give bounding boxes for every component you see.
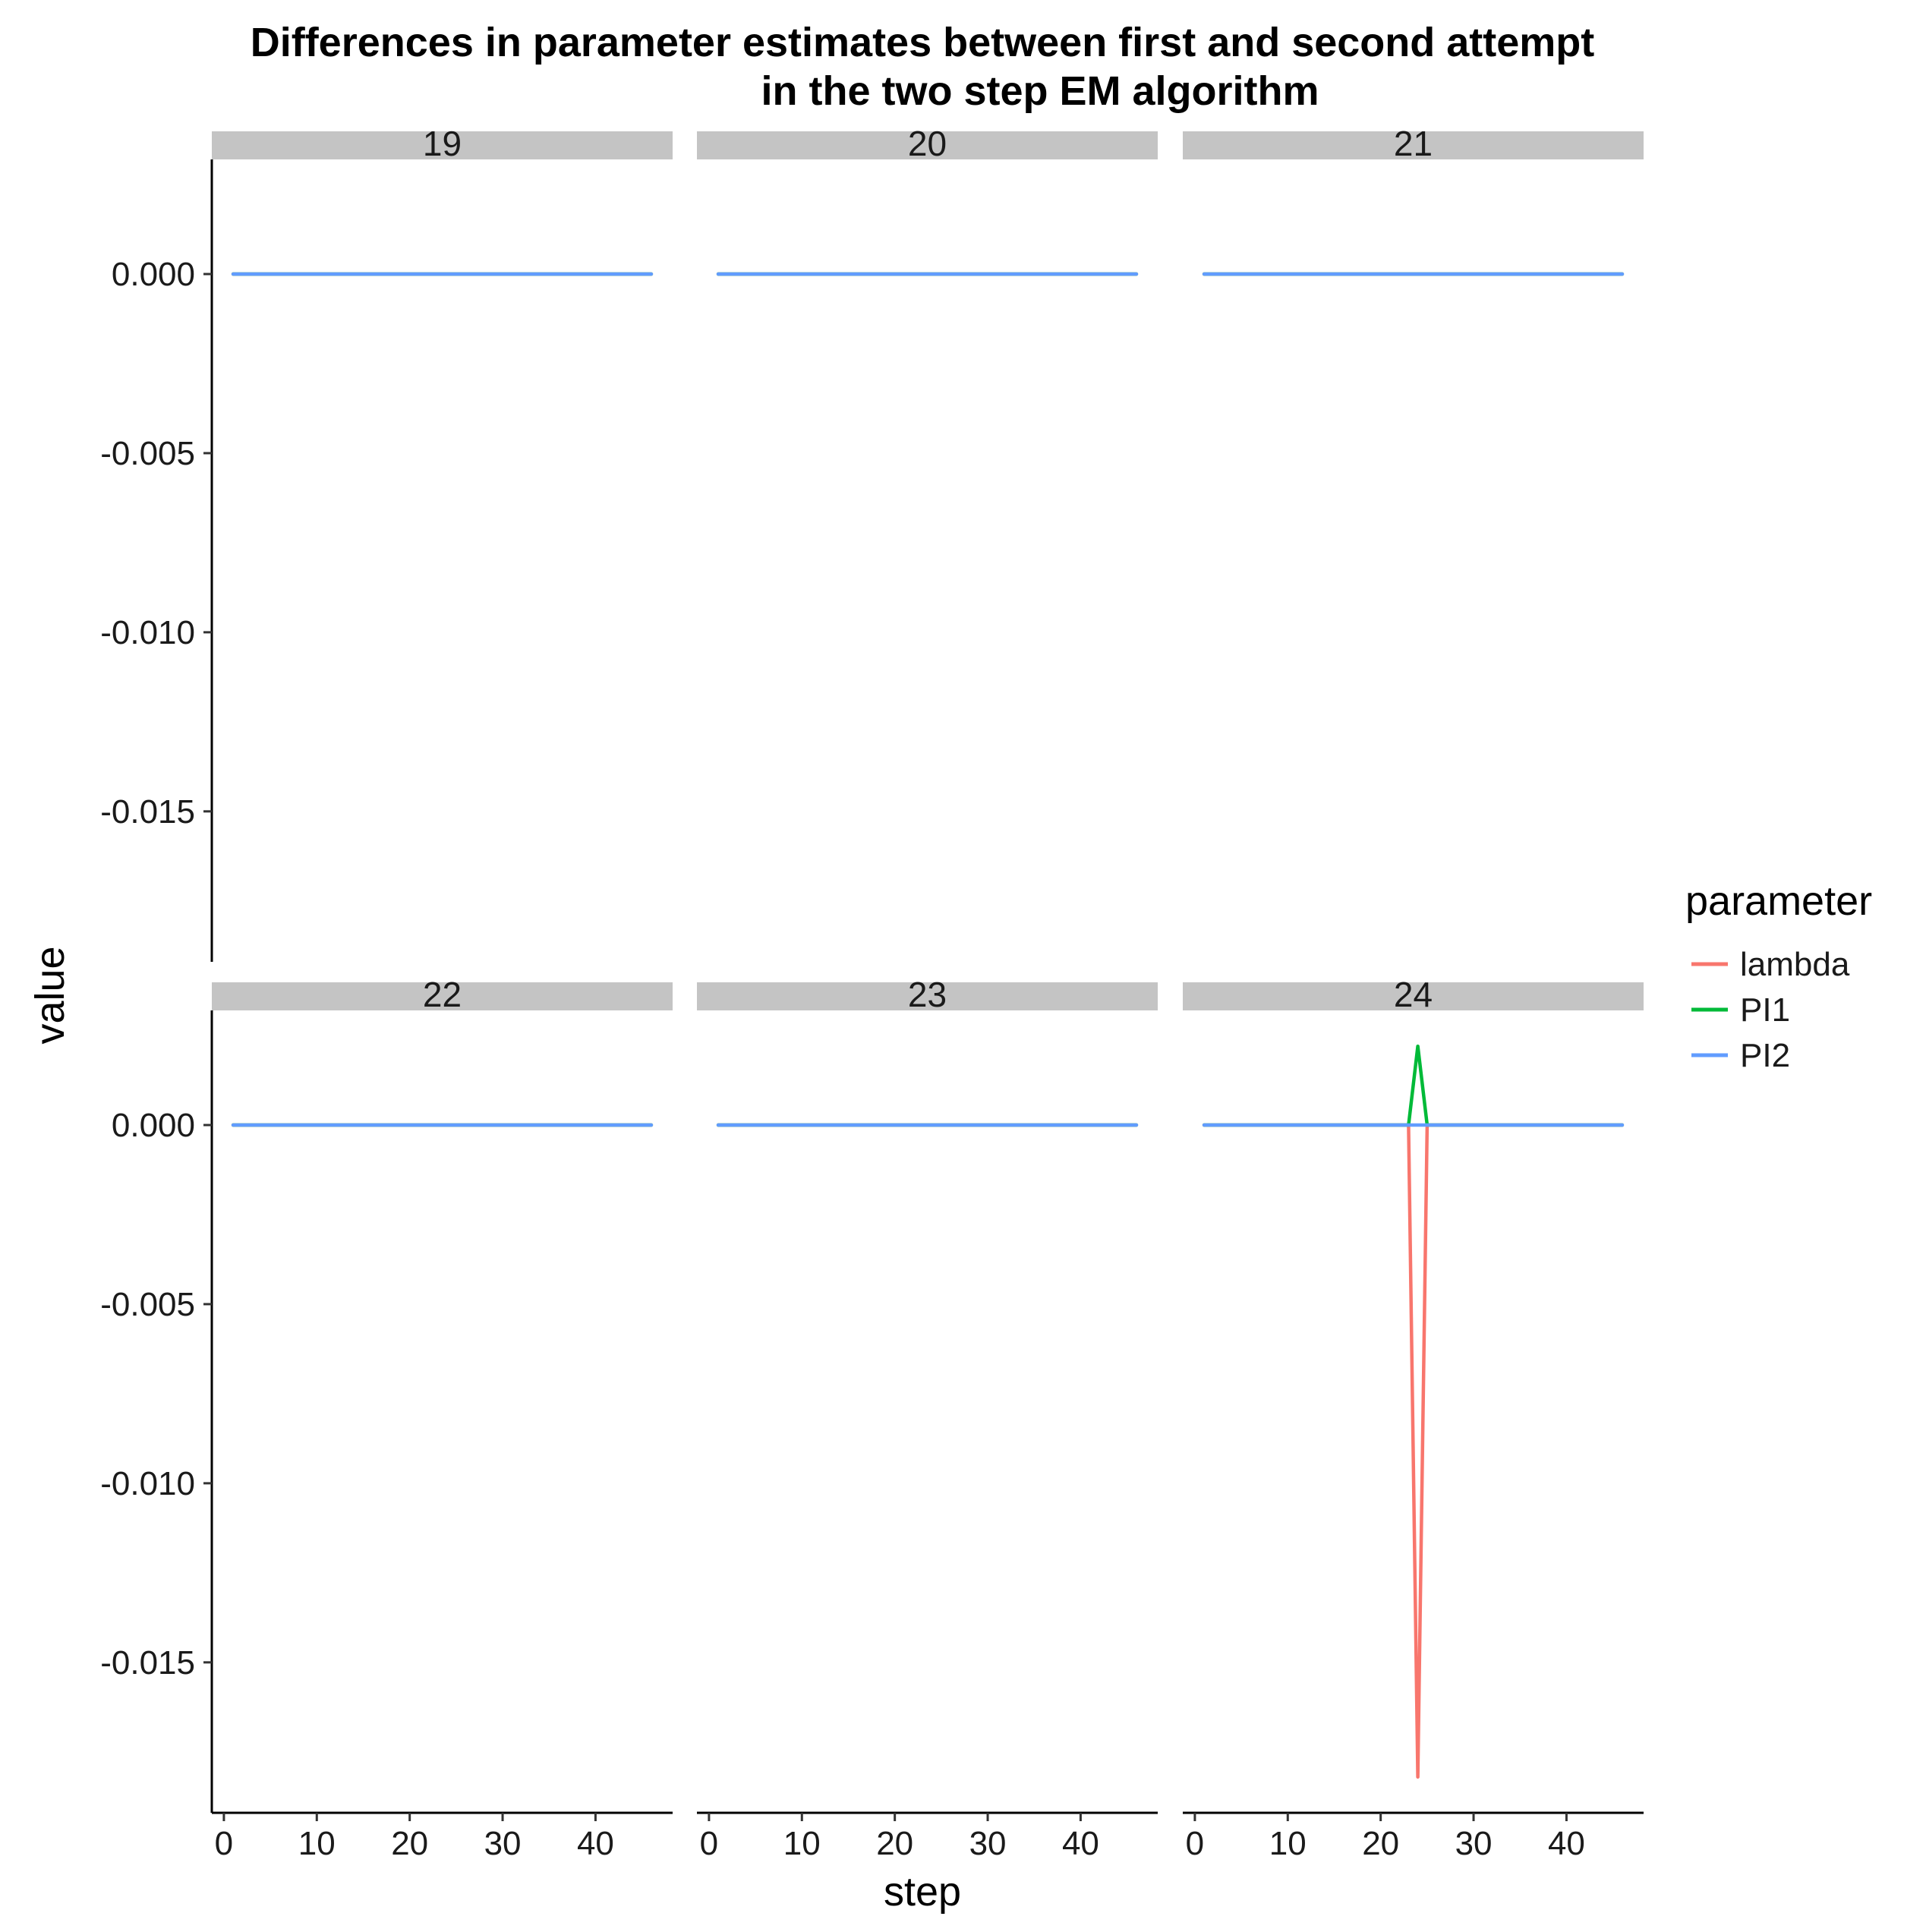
facet-strip bbox=[1183, 131, 1644, 159]
y-tick-label: -0.010 bbox=[100, 1465, 195, 1502]
legend-label: PI1 bbox=[1740, 991, 1790, 1029]
x-tick-label: 10 bbox=[783, 1825, 821, 1862]
x-tick-label: 40 bbox=[1548, 1825, 1585, 1862]
x-tick-label: 0 bbox=[1186, 1825, 1204, 1862]
x-tick-label: 30 bbox=[969, 1825, 1007, 1862]
facet-panel: 21 bbox=[1183, 124, 1644, 276]
y-tick-label: -0.010 bbox=[100, 614, 195, 651]
y-axis-title: value bbox=[27, 946, 73, 1044]
facet-strip bbox=[697, 131, 1158, 159]
legend: parameter lambda PI1 PI2 bbox=[1685, 878, 1872, 1074]
facet-strip-label: 23 bbox=[908, 975, 947, 1014]
facet-strip bbox=[697, 982, 1158, 1010]
facet-panel: 23 0 10 20 30 40 bbox=[697, 975, 1158, 1862]
x-tick-label: 0 bbox=[700, 1825, 718, 1862]
facet-strip-label: 24 bbox=[1394, 975, 1433, 1014]
chart-title: Differences in parameter estimates betwe… bbox=[251, 20, 1595, 114]
facet-strip bbox=[212, 131, 673, 159]
y-tick-label: -0.015 bbox=[100, 793, 195, 830]
y-tick-label: 0.000 bbox=[112, 256, 195, 293]
legend-entries: lambda PI1 PI2 bbox=[1691, 946, 1850, 1074]
x-tick-label: 20 bbox=[876, 1825, 913, 1862]
x-axis-title: step bbox=[884, 1869, 961, 1915]
facet-panel: 22 0.000 -0.005 -0.010 -0.015 0 10 20 30 40 bbox=[100, 975, 673, 1862]
x-tick-label: 20 bbox=[391, 1825, 428, 1862]
facet-panel: 19 0.000 -0.005 -0.010 -0.015 bbox=[100, 124, 673, 962]
facet-panel: 24 0 10 20 30 40 bbox=[1183, 975, 1644, 1862]
x-tick-label: 10 bbox=[1269, 1825, 1307, 1862]
y-tick-label: -0.005 bbox=[100, 435, 195, 472]
facet-strip-label: 19 bbox=[423, 124, 462, 163]
chart-title-line: in the two step EM algorithm bbox=[761, 68, 1319, 114]
x-tick-label: 40 bbox=[577, 1825, 614, 1862]
x-tick-label: 20 bbox=[1362, 1825, 1399, 1862]
legend-title: parameter bbox=[1685, 878, 1872, 924]
facet-panel: 20 bbox=[697, 124, 1158, 276]
y-tick-label: -0.015 bbox=[100, 1644, 195, 1681]
facet-strip bbox=[212, 982, 673, 1010]
legend-label: PI2 bbox=[1740, 1037, 1790, 1074]
y-tick-label: -0.005 bbox=[100, 1286, 195, 1323]
y-tick-label: 0.000 bbox=[112, 1107, 195, 1144]
facet-strip-label: 22 bbox=[423, 975, 462, 1014]
legend-label: lambda bbox=[1740, 946, 1850, 983]
x-tick-label: 30 bbox=[1455, 1825, 1493, 1862]
x-tick-label: 0 bbox=[215, 1825, 233, 1862]
facet-strip bbox=[1183, 982, 1644, 1010]
x-tick-label: 30 bbox=[484, 1825, 522, 1862]
facet-strip-label: 20 bbox=[908, 124, 947, 163]
facets: 19 0.000 -0.005 -0.010 -0.015 20 21 22 0.000 -0.0… bbox=[100, 124, 1644, 1862]
chart-title-line: Differences in parameter estimates betwe… bbox=[251, 20, 1595, 65]
x-tick-label: 10 bbox=[298, 1825, 336, 1862]
x-tick-label: 40 bbox=[1062, 1825, 1099, 1862]
facet-strip-label: 21 bbox=[1394, 124, 1433, 163]
